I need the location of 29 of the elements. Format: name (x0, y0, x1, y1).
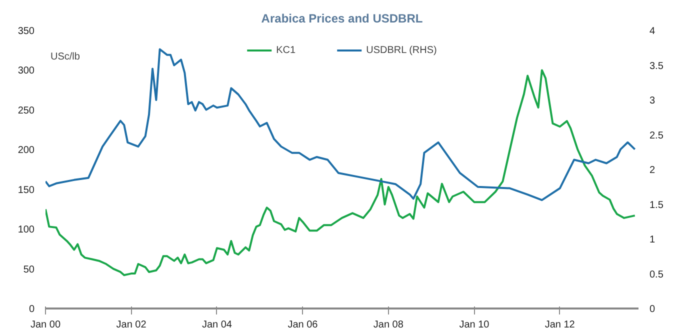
y-tick-label: 200 (18, 145, 35, 156)
y-tick-label: 350 (18, 26, 35, 37)
y2-tick-label: 2 (650, 165, 656, 176)
y2-tick-label: 4 (650, 26, 656, 37)
y-tick-label: 0 (28, 304, 35, 315)
line-series (46, 69, 636, 276)
legend-label: USDBRL (RHS) (366, 44, 437, 56)
y2-tick-label: 0 (650, 304, 656, 315)
y2-tick-label: 2.5 (650, 130, 664, 142)
x-tick-label: Jan 08 (373, 320, 404, 330)
y-tick-label: 50 (23, 264, 35, 276)
chart-title: Arabica Prices and USDBRL (261, 12, 423, 26)
y-axis-title: USc/lb (50, 52, 80, 62)
y-tick-label: 300 (18, 66, 35, 77)
y2-tick-label: 3 (650, 96, 656, 106)
x-tick-label: Jan 04 (202, 320, 232, 330)
y2-tick-label: 1.5 (650, 200, 664, 211)
legend-label: KC1 (276, 44, 296, 56)
y2-tick-label: 1 (650, 234, 656, 246)
y-tick-label: 100 (18, 224, 35, 236)
x-tick-label: Jan 00 (30, 320, 61, 330)
x-tick-label: Jan 10 (459, 320, 490, 330)
x-tick-label: Jan 12 (544, 320, 576, 330)
y-tick-label: 250 (18, 105, 35, 116)
x-tick-label: Jan 02 (116, 320, 147, 330)
y2-tick-label: 0.5 (650, 269, 664, 280)
y2-tick-label: 3.5 (650, 60, 664, 72)
x-tick-label: Jan 06 (288, 320, 318, 330)
y-tick-label: 150 (18, 184, 35, 196)
